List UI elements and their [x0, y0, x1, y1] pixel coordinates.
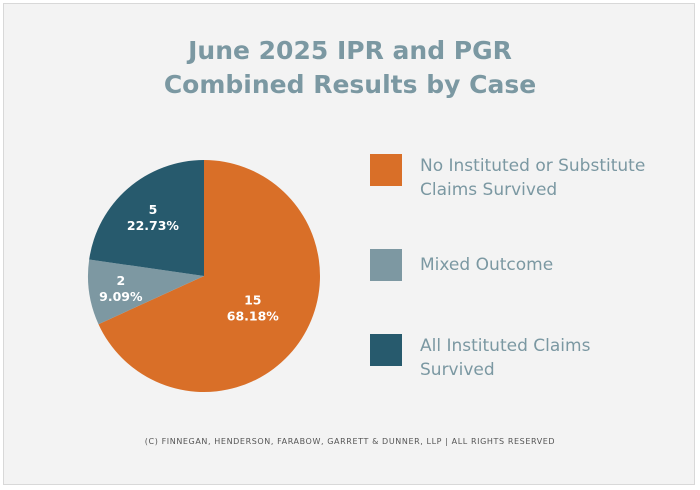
pie-slice-all-instituted-claims-survived — [89, 160, 204, 276]
pie-slice-mixed-outcome — [88, 259, 204, 325]
legend-label: No Instituted or Substitute Claims Survi… — [420, 154, 645, 202]
slice-value-label: 2 — [117, 273, 126, 288]
legend-label-line-2: Claims Survived — [420, 180, 558, 200]
legend-label: All Instituted Claims Survived — [420, 334, 590, 382]
legend-swatch-gray-blue — [370, 249, 402, 281]
chart-title-line-1: June 2025 IPR and PGR — [188, 36, 512, 65]
legend-label-line-2: Survived — [420, 360, 495, 380]
legend-label-line-1: Mixed Outcome — [420, 255, 554, 275]
slice-percent-label: 68.18% — [227, 308, 280, 323]
chart-title-line-2: Combined Results by Case — [163, 70, 537, 99]
chart-card: June 2025 IPR and PGR Combined Results b… — [3, 3, 695, 485]
slice-value-label: 15 — [244, 292, 261, 307]
legend-label: Mixed Outcome — [420, 253, 553, 277]
legend-swatch-dark-teal — [370, 334, 402, 366]
slice-value-label: 5 — [149, 202, 158, 217]
legend-label-line-1: No Instituted or Substitute — [420, 156, 646, 176]
pie-slice-no-instituted-or-substitute-claims-survived — [98, 160, 320, 392]
legend-swatch-orange — [370, 154, 402, 186]
chart-title: June 2025 IPR and PGR Combined Results b… — [4, 34, 696, 102]
slice-percent-label: 9.09% — [99, 289, 143, 304]
legend-item-all-claims-survived: All Instituted Claims Survived — [370, 334, 690, 382]
legend-item-mixed-outcome: Mixed Outcome — [370, 249, 690, 281]
slice-percent-label: 22.73% — [127, 218, 180, 233]
legend-label-line-1: All Instituted Claims — [420, 336, 591, 356]
legend-item-no-claims-survived: No Instituted or Substitute Claims Survi… — [370, 154, 690, 202]
copyright-footer: (C) FINNEGAN, HENDERSON, FARABOW, GARRET… — [144, 437, 556, 446]
